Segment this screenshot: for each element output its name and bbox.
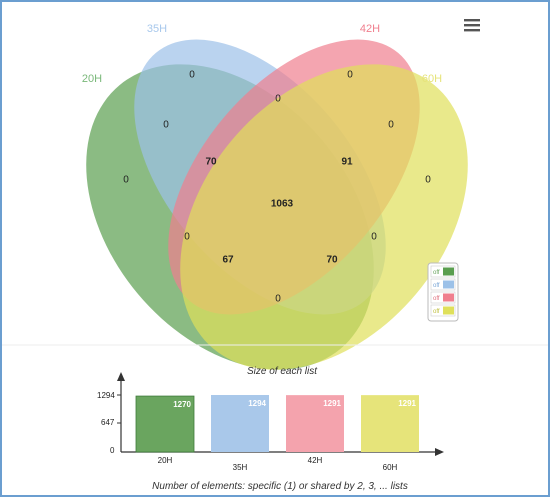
region-count-all: 1063 (271, 199, 294, 210)
x-category-label: 20H (158, 456, 173, 465)
region-count: 0 (189, 70, 195, 81)
bar-42H[interactable] (286, 395, 344, 452)
region-count: 0 (275, 94, 281, 105)
bar-chart-title: Size of each list (247, 366, 318, 377)
bar-value-label: 1270 (173, 400, 191, 409)
legend-item-label: off (433, 296, 440, 302)
set-label-60H: 60H (422, 73, 442, 85)
legend-item-label: off (433, 270, 440, 276)
venn-ellipses (86, 8, 527, 426)
set-label-42H: 42H (360, 23, 380, 35)
region-count: 0 (347, 70, 353, 81)
bar-value-label: 1291 (398, 399, 416, 408)
legend-swatch (443, 293, 454, 302)
legend-item-label: off (433, 309, 440, 315)
bar-35H[interactable] (211, 395, 269, 452)
legend: off off off off (427, 262, 459, 322)
x-category-label: 60H (383, 463, 398, 472)
y-tick-label: 0 (110, 446, 115, 455)
region-count: 70 (205, 157, 217, 168)
region-count: 0 (123, 175, 129, 186)
region-count: 0 (388, 120, 394, 131)
legend-swatch (443, 306, 454, 315)
set-label-20H: 20H (82, 73, 102, 85)
region-count: 0 (425, 175, 431, 186)
region-count: 0 (184, 232, 190, 243)
x-category-label: 35H (233, 463, 248, 472)
x-axis-arrow (435, 448, 444, 456)
set-label-35H: 35H (147, 23, 167, 35)
y-tick-label: 1294 (97, 391, 115, 400)
region-count: 0 (275, 294, 281, 305)
legend-item[interactable]: off (430, 304, 456, 317)
hamburger-menu-icon[interactable] (464, 17, 480, 33)
bar-value-label: 1291 (323, 399, 341, 408)
bar-chart: 1294 647 0 1270 20H 1294 35H 1291 42H 1291 60H (97, 372, 444, 472)
bar-value-label: 1294 (248, 399, 266, 408)
region-count: 0 (163, 120, 169, 131)
bar-60H[interactable] (361, 395, 419, 452)
legend-item[interactable]: off (430, 278, 456, 291)
region-count: 70 (326, 255, 338, 266)
legend-item-label: off (433, 283, 440, 289)
legend-swatch (443, 267, 454, 276)
region-count: 0 (371, 232, 377, 243)
bar-chart-footer: Number of elements: specific (1) or shar… (152, 481, 408, 492)
set-ellipse-60H[interactable] (122, 8, 527, 426)
region-count: 91 (341, 157, 353, 168)
y-tick-label: 647 (101, 418, 115, 427)
legend-item[interactable]: off (430, 291, 456, 304)
region-count: 67 (222, 255, 234, 266)
legend-item[interactable]: off (430, 265, 456, 278)
y-axis-arrow (117, 372, 125, 381)
legend-swatch (443, 280, 454, 289)
x-category-label: 42H (308, 456, 323, 465)
bar-20H[interactable] (135, 395, 195, 453)
